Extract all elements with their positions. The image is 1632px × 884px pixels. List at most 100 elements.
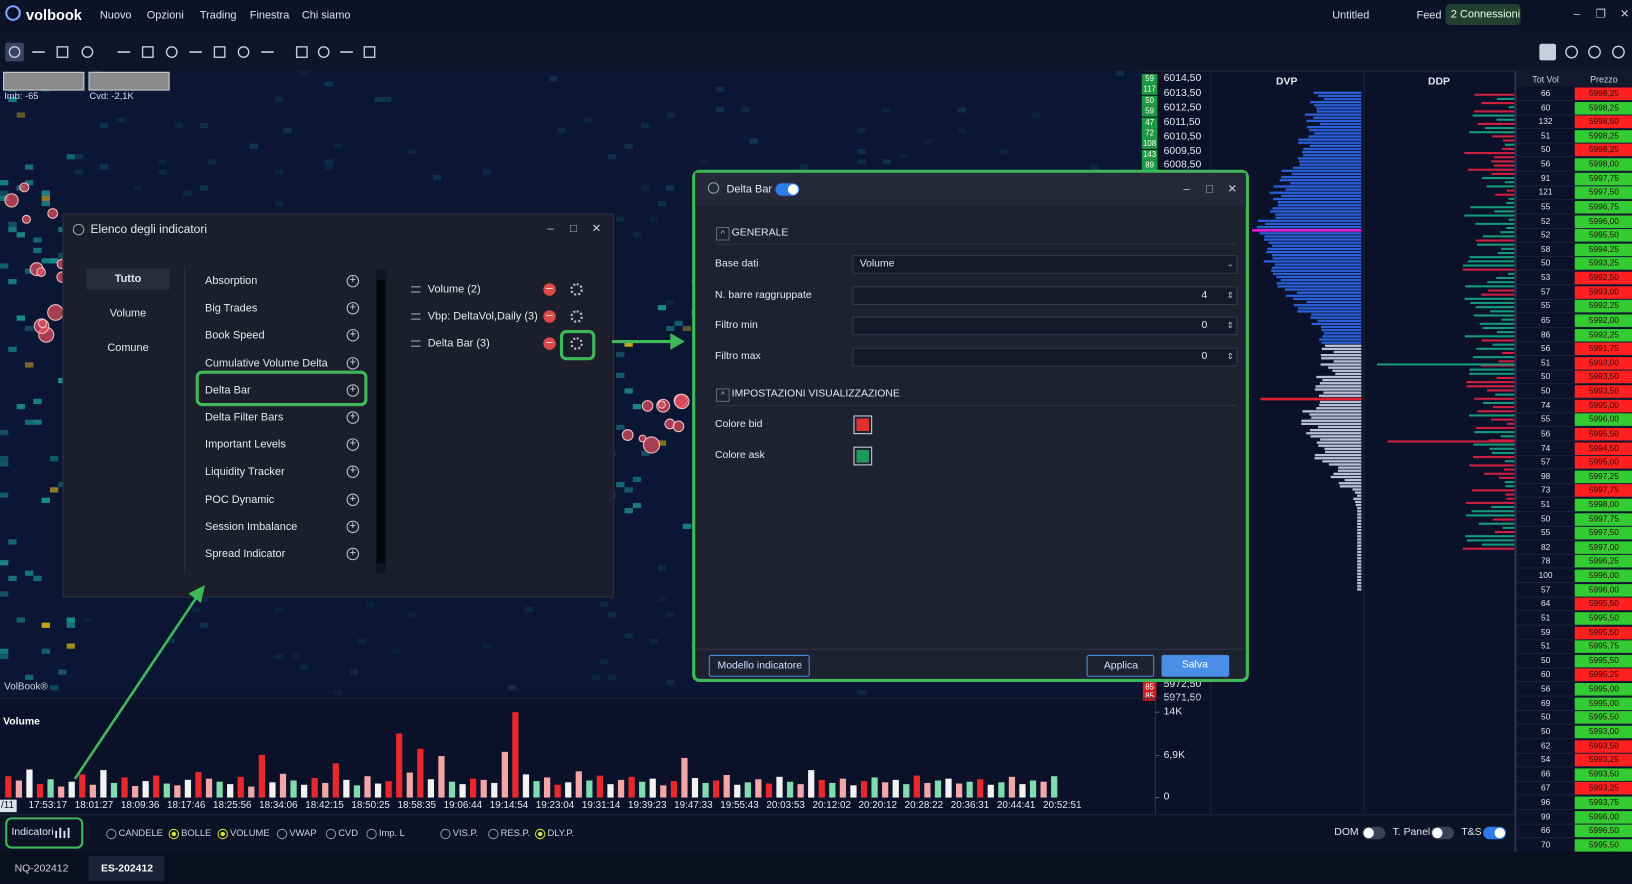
- category[interactable]: Volume: [109, 307, 147, 320]
- color-swatch[interactable]: [853, 415, 873, 435]
- volume-bar: [110, 782, 118, 798]
- category[interactable]: Tutto: [114, 272, 142, 286]
- dvp-bar: [1306, 300, 1362, 304]
- menu-item[interactable]: Opzioni: [146, 9, 184, 22]
- indicator-item[interactable]: Delta Bar: [205, 383, 251, 397]
- workspace-name[interactable]: Untitled: [1332, 9, 1370, 22]
- menu-item[interactable]: Nuovo: [99, 9, 132, 22]
- add-button[interactable]: +: [346, 356, 360, 370]
- ddp-bar: [1473, 443, 1515, 446]
- remove-button[interactable]: −: [543, 309, 556, 323]
- volume-bar: [522, 774, 530, 798]
- heatmap-cell: [657, 596, 667, 602]
- indicator-item[interactable]: Important Levels: [205, 438, 286, 452]
- indicator-item[interactable]: Liquidity Tracker: [205, 465, 285, 479]
- add-button[interactable]: +: [346, 274, 360, 288]
- window-control[interactable]: –: [547, 222, 554, 236]
- settings-button[interactable]: [570, 337, 583, 350]
- radio[interactable]: [276, 828, 288, 840]
- dom-tot-vol: 50: [1540, 655, 1551, 666]
- window-control[interactable]: ❐: [1595, 8, 1606, 21]
- radio[interactable]: [168, 828, 180, 840]
- radio[interactable]: [440, 828, 451, 840]
- field-arrow: ⇕: [1226, 290, 1234, 300]
- toggle[interactable]: [1483, 826, 1507, 840]
- add-button[interactable]: +: [346, 465, 360, 479]
- settings-button[interactable]: [570, 283, 583, 296]
- toggle-knob: [787, 184, 799, 195]
- indicator-item[interactable]: Big Trades: [205, 302, 258, 315]
- time-label: 20:44:41: [996, 799, 1036, 812]
- dvp-bar: [1318, 394, 1362, 397]
- add-button[interactable]: +: [346, 520, 360, 533]
- indicator-item[interactable]: Session Imbalance: [205, 520, 298, 533]
- field-input[interactable]: 4 ⇕: [852, 286, 1238, 305]
- window-control[interactable]: ✕: [1619, 8, 1630, 21]
- collapse-icon[interactable]: ^: [716, 388, 730, 402]
- connections-badge[interactable]: 2 Connessioni: [1445, 4, 1521, 25]
- heatmap-cell: [58, 669, 67, 675]
- highlight: [559, 330, 596, 361]
- tab[interactable]: ES-202412: [100, 863, 154, 875]
- indicator-item[interactable]: Book Speed: [205, 329, 265, 342]
- add-button[interactable]: +: [346, 493, 360, 506]
- window-control[interactable]: ✕: [1227, 183, 1238, 196]
- radio[interactable]: [534, 828, 546, 840]
- radio[interactable]: [106, 828, 117, 840]
- dom-tot-vol: 51: [1540, 357, 1551, 368]
- heatmap-cell: [99, 122, 109, 129]
- tab[interactable]: NQ-202412: [14, 863, 69, 875]
- menu-item[interactable]: Finestra: [249, 9, 290, 22]
- window-control[interactable]: –: [1183, 183, 1190, 196]
- add-button[interactable]: +: [346, 411, 360, 424]
- radio[interactable]: [217, 828, 228, 840]
- menu-item[interactable]: Trading: [199, 9, 237, 22]
- dvp-bar: [1310, 100, 1362, 104]
- field-input[interactable]: Volume ⌄: [852, 255, 1238, 274]
- add-button[interactable]: +: [346, 302, 360, 315]
- add-button[interactable]: +: [346, 383, 360, 397]
- indicator-item[interactable]: Delta Filter Bars: [205, 411, 284, 424]
- window-control[interactable]: □: [570, 222, 577, 236]
- heatmap-cell: [899, 154, 908, 160]
- dvp-bar: [1357, 578, 1362, 582]
- heatmap-cell: [66, 154, 75, 160]
- radio[interactable]: [488, 828, 499, 840]
- template-button[interactable]: Modello indicatore: [708, 654, 810, 677]
- add-button[interactable]: +: [346, 547, 360, 561]
- add-button[interactable]: +: [346, 329, 360, 342]
- window-control[interactable]: ✕: [591, 222, 602, 236]
- indicator-item[interactable]: Cumulative Volume Delta: [205, 356, 328, 370]
- enable-toggle[interactable]: [775, 183, 800, 196]
- tool-icon: [165, 46, 178, 58]
- field-input[interactable]: 0 ⇕: [852, 347, 1238, 367]
- toggle[interactable]: [1362, 826, 1386, 840]
- remove-button[interactable]: −: [543, 282, 556, 296]
- indicator-item[interactable]: Spread Indicator: [205, 547, 286, 561]
- save-button[interactable]: Salva: [1161, 654, 1230, 677]
- volume-bar: [258, 754, 265, 798]
- window-control[interactable]: □: [1205, 183, 1213, 196]
- ddp-bar: [1469, 368, 1515, 371]
- field-input[interactable]: 0 ⇕: [852, 316, 1238, 336]
- radio[interactable]: [366, 828, 377, 840]
- dvp-bar: [1272, 244, 1362, 247]
- menu-item[interactable]: Chi siamo: [301, 9, 351, 22]
- indicator-item[interactable]: Absorption: [205, 274, 258, 288]
- apply-button[interactable]: Applica: [1086, 654, 1155, 677]
- toggle[interactable]: [1431, 826, 1454, 840]
- collapse-icon[interactable]: ^: [716, 226, 730, 241]
- feed-label[interactable]: Feed: [1416, 9, 1442, 22]
- window-control[interactable]: –: [1573, 8, 1580, 21]
- add-button[interactable]: +: [346, 438, 360, 452]
- radio[interactable]: [325, 828, 337, 840]
- indicators-button[interactable]: Indicatori: [5, 817, 84, 849]
- remove-button[interactable]: −: [543, 336, 556, 350]
- volume-bar: [1029, 780, 1037, 798]
- category[interactable]: Comune: [107, 341, 149, 355]
- indicator-item[interactable]: POC Dynamic: [205, 493, 275, 506]
- dvp-bar: [1307, 125, 1362, 129]
- date-label-bg: [0, 799, 17, 813]
- settings-button[interactable]: [570, 310, 583, 323]
- color-swatch[interactable]: [853, 446, 873, 466]
